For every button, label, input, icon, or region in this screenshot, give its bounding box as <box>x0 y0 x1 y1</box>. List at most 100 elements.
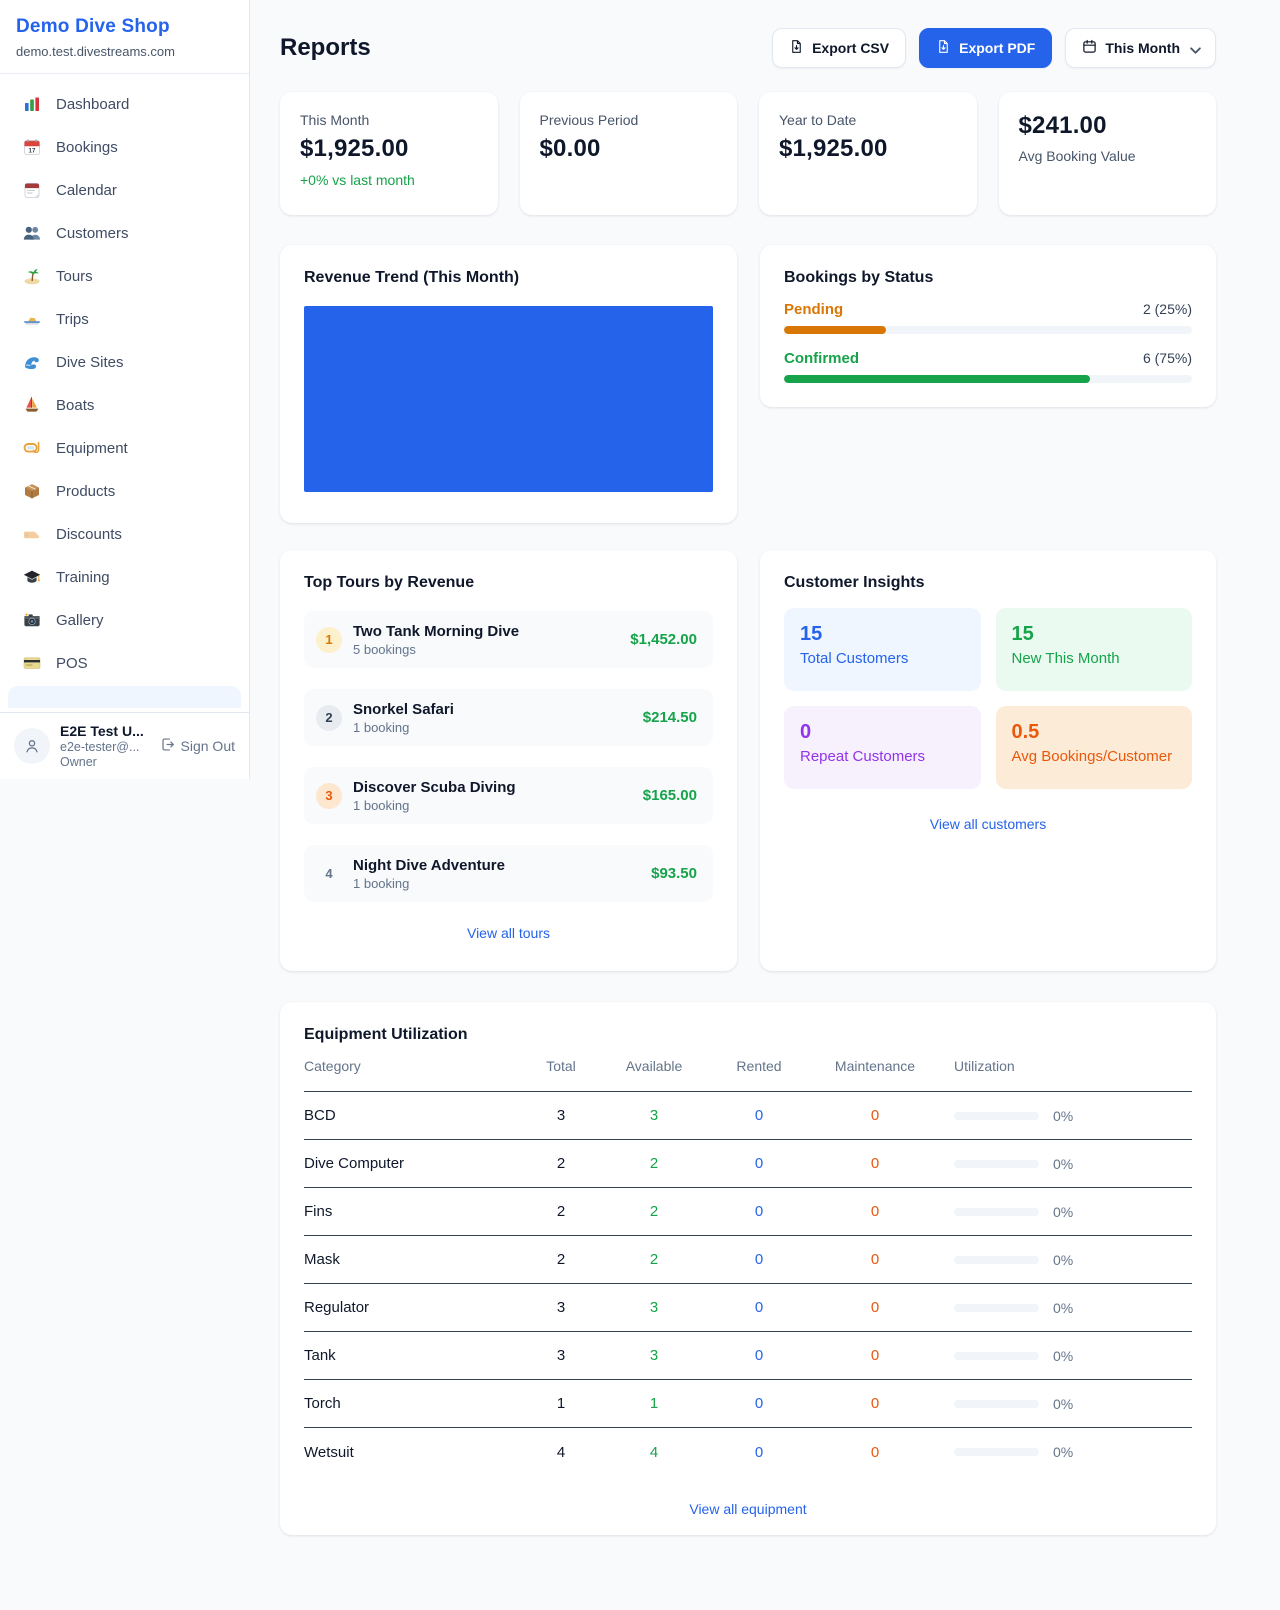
sidebar-item-label: Dashboard <box>56 95 130 113</box>
equipment-total: 3 <box>556 1107 566 1124</box>
sidebar-item-calendar[interactable]: Calendar <box>8 170 241 210</box>
tours-icon <box>22 266 42 286</box>
equipment-category: Mask <box>304 1251 340 1268</box>
sidebar-item-gallery[interactable]: Gallery <box>8 600 241 640</box>
trips-icon <box>22 309 42 329</box>
column-header-utilization: Utilization <box>954 1058 1015 1074</box>
sidebar-item-label: Calendar <box>56 181 117 199</box>
insight-value: 15 <box>800 623 823 645</box>
equipment-rented: 0 <box>754 1203 764 1220</box>
topbar-actions: Export CSV Export PDF This Month <box>772 28 1216 68</box>
equipment-maintenance: 0 <box>870 1395 880 1412</box>
dive-sites-icon <box>22 352 42 372</box>
dashboard-icon <box>22 94 42 114</box>
stat-label: This Month <box>300 112 370 128</box>
sidebar-item-training[interactable]: Training <box>8 557 241 597</box>
equipment-maintenance: 0 <box>870 1299 880 1316</box>
equipment-rented: 0 <box>754 1443 764 1461</box>
sidebar-item-dive-sites[interactable]: Dive Sites <box>8 342 241 382</box>
column-header-available: Available <box>625 1058 683 1074</box>
tour-bookings: 1 booking <box>353 719 410 735</box>
brand-domain: demo.test.divestreams.com <box>16 44 175 59</box>
utilization-bar <box>954 1448 1039 1456</box>
calendar-icon <box>22 180 42 200</box>
brand-block: Demo Dive Shop demo.test.divestreams.com <box>0 0 249 74</box>
equipment-rented: 0 <box>754 1347 764 1364</box>
revenue-trend-card: Revenue Trend (This Month) <box>280 245 737 523</box>
equipment-total: 2 <box>556 1251 566 1268</box>
view-all-customers-link[interactable]: View all customers <box>929 816 1047 832</box>
equipment-category: Tank <box>304 1347 336 1364</box>
sidebar-item-trips[interactable]: Trips <box>8 299 241 339</box>
view-all-tours-link[interactable]: View all tours <box>466 925 550 941</box>
equipment-rented: 0 <box>754 1395 764 1412</box>
equipment-row: Mask 2 2 0 0 0% <box>304 1236 1192 1284</box>
tour-revenue: $165.00 <box>642 787 697 804</box>
sidebar-item-equipment[interactable]: Equipment <box>8 428 241 468</box>
insight-value: 15 <box>1011 623 1034 645</box>
sidebar-item-dashboard[interactable]: Dashboard <box>8 84 241 124</box>
equipment-table: Category Total Available Rented Maintena… <box>304 1058 1192 1476</box>
sidebar-item-products[interactable]: Products <box>8 471 241 511</box>
equipment-total: 3 <box>556 1299 566 1316</box>
sidebar-item-pos[interactable]: POS <box>8 643 241 683</box>
equipment-available: 3 <box>649 1299 659 1316</box>
equipment-total: 1 <box>556 1395 566 1412</box>
equipment-total: 2 <box>556 1203 566 1220</box>
sidebar-item-partial[interactable] <box>8 686 241 708</box>
status-count: 2 (25%) <box>1142 301 1192 317</box>
sidebar-item-tours[interactable]: Tours <box>8 256 241 296</box>
stat-card: Year to Date $1,925.00 <box>759 92 977 215</box>
equipment-rented: 0 <box>754 1107 764 1124</box>
sidebar-item-customers[interactable]: Customers <box>8 213 241 253</box>
sign-out-button[interactable]: Sign Out <box>160 737 235 755</box>
stat-card: $241.00 Avg Booking Value <box>998 92 1216 215</box>
utilization-bar <box>954 1351 1039 1360</box>
period-dropdown[interactable]: This Month <box>1065 28 1216 68</box>
equipment-utilization-title: Equipment Utilization <box>304 1026 468 1043</box>
insights-row: Top Tours by Revenue 1 Two Tank Morning D… <box>280 550 1216 971</box>
sidebar-item-bookings[interactable]: 17 Bookings <box>8 127 241 167</box>
utilization-bar <box>954 1303 1039 1312</box>
column-header-total: Total <box>546 1058 576 1074</box>
column-header-category: Category <box>304 1058 361 1074</box>
equipment-utilization-card: Equipment Utilization Category Total Ava… <box>280 1002 1216 1535</box>
main-content: Reports Export CSV Export PDF <box>280 0 1216 1535</box>
equipment-available: 2 <box>649 1251 659 1268</box>
bookings-icon: 17 <box>22 137 42 157</box>
sidebar-item-label: Bookings <box>56 138 118 156</box>
stat-label: Year to Date <box>779 112 857 128</box>
export-csv-button[interactable]: Export CSV <box>772 28 907 68</box>
status-bar-fill <box>784 375 1090 383</box>
tour-rank-badge: 3 <box>316 782 342 809</box>
equipment-row: Torch 1 1 0 0 0% <box>304 1380 1192 1428</box>
user-panel: E2E Test U... e2e-tester@... Owner Sign … <box>0 712 249 779</box>
revenue-trend-chart <box>304 306 713 492</box>
view-all-equipment-link[interactable]: View all equipment <box>689 1501 807 1517</box>
sidebar-item-label: Trips <box>56 310 89 328</box>
insights-grid: 15 Total Customers 15 New This Month 0 Repeat… <box>784 608 1192 789</box>
insight-label: Repeat Customers <box>800 748 926 765</box>
utilization-bar <box>954 1159 1039 1168</box>
equipment-utilization: 0% <box>954 1396 1192 1412</box>
sidebar-item-boats[interactable]: Boats <box>8 385 241 425</box>
equipment-category: Fins <box>304 1203 333 1220</box>
status-row: Confirmed 6 (75%) <box>784 350 1192 383</box>
page-title: Reports <box>280 34 371 61</box>
equipment-maintenance: 0 <box>870 1347 880 1364</box>
equipment-utilization: 0% <box>954 1252 1192 1268</box>
status-row: Pending 2 (25%) <box>784 301 1192 334</box>
bookings-by-status-title: Bookings by Status <box>784 269 934 286</box>
sidebar-item-discounts[interactable]: Discounts <box>8 514 241 554</box>
sidebar-item-label: Equipment <box>56 439 128 457</box>
export-pdf-button[interactable]: Export PDF <box>919 28 1053 68</box>
insight-tile: 0.5 Avg Bookings/Customer <box>995 706 1192 789</box>
equipment-icon <box>22 438 42 458</box>
customer-insights-title: Customer Insights <box>784 574 925 591</box>
brand-link[interactable]: Demo Dive Shop <box>16 16 170 37</box>
chevron-down-icon <box>1188 43 1201 54</box>
utilization-percent: 0% <box>1053 1444 1074 1460</box>
equipment-row: Regulator 3 3 0 0 0% <box>304 1284 1192 1332</box>
status-bar-track <box>784 326 1192 334</box>
